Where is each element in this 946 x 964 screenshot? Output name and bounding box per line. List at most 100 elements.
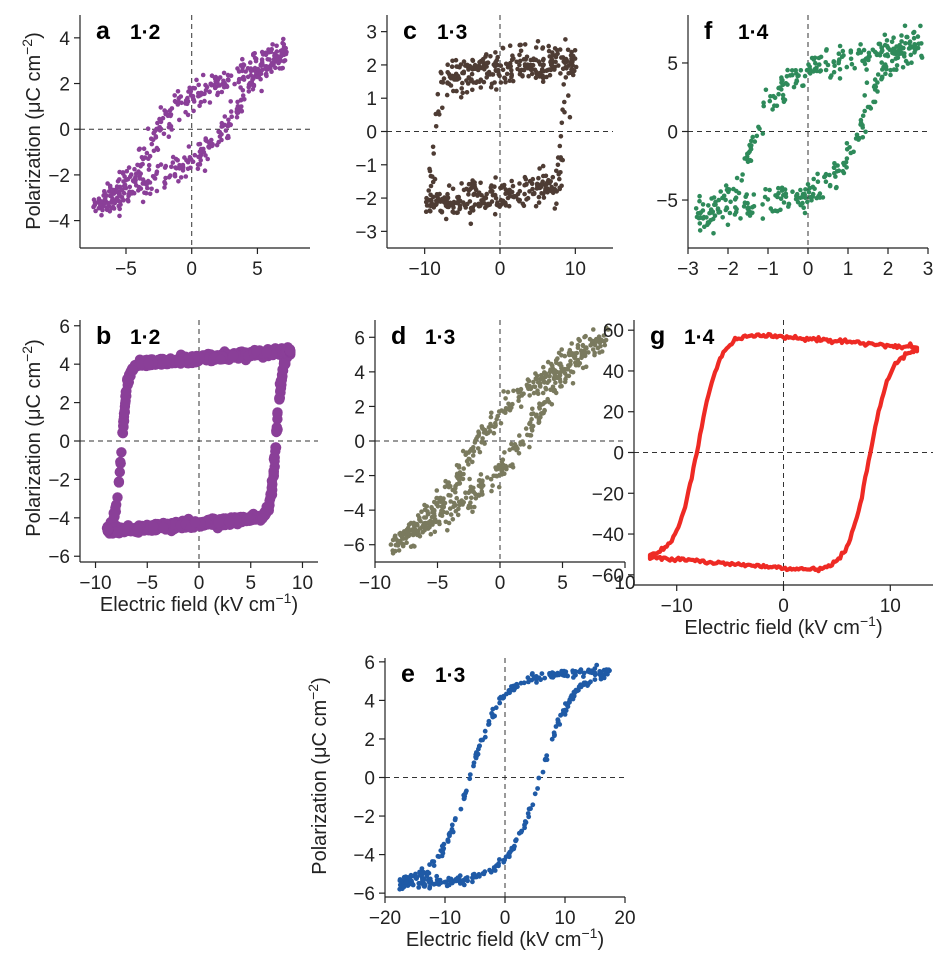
data-point [521, 67, 527, 73]
data-point [117, 177, 122, 182]
data-point [141, 146, 147, 151]
data-point [455, 512, 461, 518]
data-point [882, 42, 888, 48]
data-point [815, 179, 821, 184]
data-point [506, 203, 512, 209]
data-point [449, 64, 455, 69]
data-point [427, 524, 432, 530]
data-point [908, 44, 913, 49]
data-point [517, 199, 522, 204]
data-point [761, 100, 766, 105]
x-tick-label: −5 [115, 259, 137, 280]
data-point [493, 465, 498, 470]
data-point [844, 165, 849, 170]
data-point [900, 51, 905, 56]
data-point [410, 532, 416, 538]
data-point [550, 363, 555, 369]
data-point [178, 175, 184, 180]
data-point [136, 188, 141, 193]
data-point [200, 72, 206, 78]
data-point [192, 152, 198, 158]
data-point [834, 169, 840, 174]
data-point [479, 485, 484, 491]
data-point [223, 128, 229, 133]
data-point [749, 138, 754, 144]
data-point [529, 417, 534, 422]
data-point [497, 857, 502, 862]
data-point [504, 466, 509, 472]
data-point [424, 195, 429, 201]
data-point [488, 476, 494, 482]
data-point [832, 161, 837, 166]
data-point [522, 42, 528, 47]
data-point [507, 78, 512, 83]
data-point [434, 488, 440, 493]
data-point [794, 71, 799, 76]
data-point [565, 366, 570, 372]
data-point [561, 708, 567, 714]
y-tick-label: 0 [364, 769, 375, 790]
data-point [130, 178, 136, 184]
data-point [547, 72, 553, 78]
data-point [462, 793, 468, 799]
data-point [562, 99, 567, 105]
data-point [801, 205, 806, 210]
data-point [229, 114, 234, 119]
x-tick-label: 5 [557, 573, 568, 594]
data-point [433, 124, 439, 129]
data-point [92, 201, 98, 207]
data-point [147, 521, 159, 532]
data-point [795, 199, 801, 205]
data-point [560, 66, 566, 72]
data-point [875, 89, 880, 94]
y-tick-label: 2 [364, 730, 375, 751]
data-point [219, 137, 224, 143]
data-point [219, 132, 224, 137]
data-point [848, 56, 854, 62]
data-point [573, 64, 579, 70]
y-tick-label: −60 [592, 566, 624, 587]
data-point [879, 75, 885, 81]
data-point [530, 176, 536, 182]
x-tick-label: 10 [880, 596, 901, 617]
data-point [453, 57, 459, 63]
data-point [216, 83, 221, 88]
data-point [541, 191, 546, 196]
data-point [569, 341, 574, 346]
data-point [268, 63, 273, 69]
data-point [532, 791, 538, 797]
data-point [476, 872, 482, 877]
data-point [464, 90, 470, 95]
data-point [888, 72, 893, 78]
data-point [806, 62, 811, 67]
data-point [222, 82, 227, 88]
data-point [446, 183, 452, 188]
data-point [497, 73, 502, 79]
data-point [570, 670, 576, 675]
data-point [182, 353, 194, 365]
data-point [880, 67, 885, 72]
data-point [697, 198, 702, 204]
data-point [448, 512, 454, 517]
data-point [503, 187, 509, 192]
data-point [547, 180, 552, 186]
data-point [516, 390, 521, 395]
data-point [439, 513, 445, 518]
data-point [162, 108, 167, 113]
data-point [831, 165, 837, 170]
data-series [388, 325, 611, 556]
data-point [260, 52, 266, 57]
data-point [591, 327, 596, 332]
data-point [495, 54, 501, 60]
data-point [109, 510, 120, 521]
y-axis-title-text: Polarization (μC cm−2) [19, 339, 45, 537]
data-point [493, 195, 499, 201]
y-tick-label: 6 [354, 328, 365, 349]
y-axis-title-text: Polarization (μC cm−2) [19, 32, 45, 230]
data-point [470, 453, 476, 458]
data-point [581, 670, 587, 676]
data-point [559, 347, 564, 352]
data-point [225, 124, 231, 129]
